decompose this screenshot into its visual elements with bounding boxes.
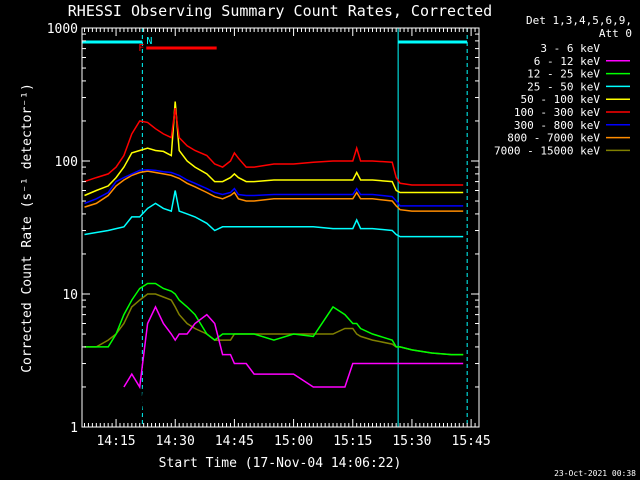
series-line-6-12kev (123, 305, 464, 390)
legend-entry-label: 300 - 800 keV (514, 119, 600, 132)
series-line-12-25kev (84, 282, 464, 356)
flare-flag-label: F (138, 43, 144, 54)
legend-header-line-1: Det 1,3,4,5,6,9, (526, 14, 632, 27)
legend-entry-label: 12 - 25 keV (527, 68, 600, 81)
legend-entry-label: 7000 - 15000 keV (494, 144, 600, 157)
plot-area: NF (81, 28, 468, 428)
y-axis: 1 10 100 1000 (47, 22, 479, 436)
series-line-800-7000kev (84, 170, 464, 212)
x-tick-label: 15:15 (333, 434, 372, 449)
y-tick-label: 1000 (47, 22, 78, 37)
legend-entry-label: 25 - 50 keV (527, 80, 600, 93)
legend-entry-label: 50 - 100 keV (521, 93, 601, 106)
legend-entry-label: 3 - 6 keV (540, 42, 600, 55)
x-axis-label: Start Time (17-Nov-04 14:06:22) (159, 456, 402, 471)
legend-entry-label: 800 - 7000 keV (507, 132, 600, 145)
x-tick-label: 15:30 (392, 434, 431, 449)
x-tick-label: 14:45 (215, 434, 254, 449)
footer-date: 23-Oct-2021 00:38 (554, 469, 636, 478)
series-line-100-300kev (84, 107, 464, 186)
y-tick-label: 1 (70, 421, 78, 436)
series-line-300-800kev (84, 168, 464, 207)
x-tick-label: 14:15 (96, 434, 135, 449)
plot-frame (81, 27, 480, 428)
x-tick-label: 14:30 (156, 434, 195, 449)
chart-title: RHESSI Observing Summary Count Rates, Co… (68, 2, 492, 20)
x-tick-label: 15:45 (452, 434, 491, 449)
series-line-25-50kev (84, 190, 464, 238)
y-tick-label: 10 (62, 288, 78, 303)
x-axis: 14:15 14:30 14:45 15:00 15:15 15:30 15:45 (83, 28, 491, 449)
y-tick-label: 100 (55, 155, 78, 170)
legend-entry-label: 6 - 12 keV (534, 55, 601, 68)
y-axis-label: Corrected Count Rate (s⁻¹ detector⁻¹) (20, 83, 35, 373)
legend-entry-label: 100 - 300 keV (514, 106, 600, 119)
night-flag-label: N (146, 36, 152, 47)
series-line-50-100kev (84, 101, 464, 197)
legend-header-line-2: Att 0 (599, 27, 632, 40)
x-tick-label: 15:00 (274, 434, 313, 449)
